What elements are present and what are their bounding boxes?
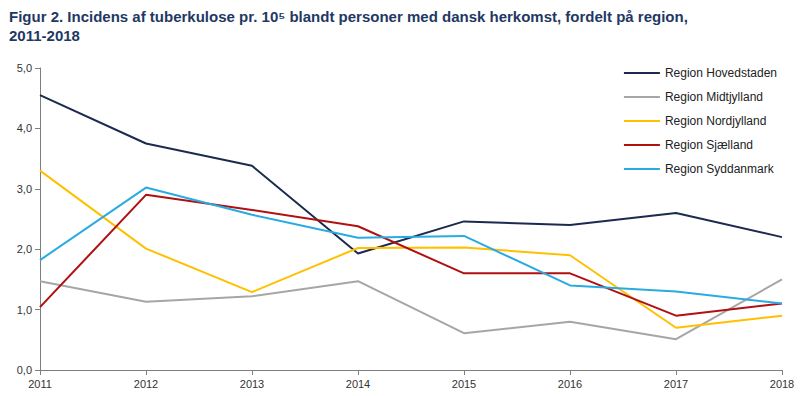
svg-text:2014: 2014: [346, 378, 370, 390]
svg-text:Figur 2. Incidens af tuberkulo: Figur 2. Incidens af tuberkulose pr. 10⁵…: [9, 8, 692, 25]
svg-text:5,0: 5,0: [17, 62, 32, 74]
svg-text:2018: 2018: [770, 378, 794, 390]
svg-text:1,0: 1,0: [17, 304, 32, 316]
svg-text:4,0: 4,0: [17, 122, 32, 134]
svg-text:2017: 2017: [664, 378, 688, 390]
svg-text:Region Nordjylland: Region Nordjylland: [665, 114, 766, 128]
svg-text:2013: 2013: [240, 378, 264, 390]
svg-text:2012: 2012: [134, 378, 158, 390]
svg-text:Region Syddanmark: Region Syddanmark: [665, 162, 775, 176]
svg-text:2016: 2016: [558, 378, 582, 390]
svg-text:2011-2018: 2011-2018: [9, 27, 80, 44]
svg-text:3,0: 3,0: [17, 183, 32, 195]
svg-text:2015: 2015: [452, 378, 476, 390]
svg-text:2011: 2011: [28, 378, 52, 390]
svg-text:Region Midtjylland: Region Midtjylland: [665, 90, 763, 104]
svg-text:2,0: 2,0: [17, 243, 32, 255]
svg-text:0,0: 0,0: [17, 364, 32, 376]
svg-text:Region Sjælland: Region Sjælland: [665, 138, 753, 152]
svg-text:Region Hovedstaden: Region Hovedstaden: [665, 66, 777, 80]
